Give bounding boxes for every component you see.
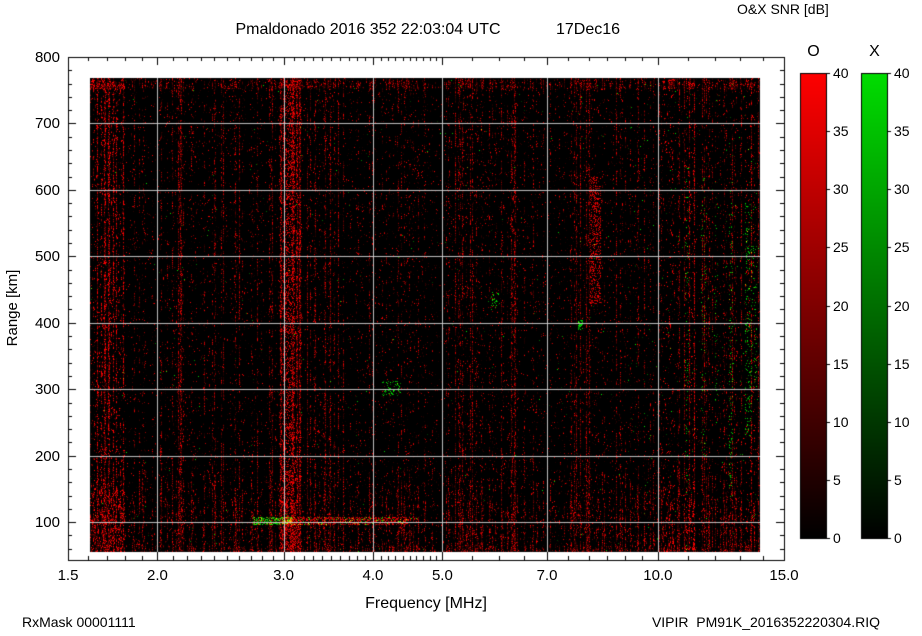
- y-tick-label: 500: [34, 248, 60, 266]
- colorbar-x-tick-label: 25: [894, 239, 910, 256]
- x-tick-label: 1.5: [57, 567, 79, 584]
- x-tick-label: 15.0: [769, 567, 799, 584]
- plot-date: 17Dec16: [556, 21, 621, 38]
- x-tick-label: 10.0: [643, 567, 673, 584]
- file-label: VIPIR PM91K_2016352220304.RIQ: [651, 614, 880, 630]
- colorbar-o-tick-label: 35: [833, 123, 849, 140]
- colorbar-x-tick-label: 30: [894, 181, 910, 198]
- colorbar-x-label: X: [869, 43, 880, 60]
- colorbar-o-tick-label: 30: [833, 181, 849, 198]
- x-tick-label: 4.0: [362, 567, 384, 584]
- x-tick-label: 3.0: [273, 567, 294, 584]
- y-tick-label: 800: [34, 49, 60, 66]
- colorbar-x-tick-label: 0: [894, 530, 902, 546]
- x-tick-label: 2.0: [147, 567, 168, 584]
- colorbar-x-tick-label: 35: [894, 123, 910, 140]
- colorbar-x-tick-label: 15: [894, 355, 910, 372]
- colorbar-o-tick-label: 25: [833, 239, 849, 256]
- y-tick-label: 300: [34, 381, 60, 399]
- colorbar-o-tick-label: 40: [833, 65, 849, 81]
- x-tick-label: 5.0: [431, 567, 453, 584]
- y-tick-label: 200: [34, 447, 60, 465]
- plot-title: Pmaldonado 2016 352 22:03:04 UTC: [235, 21, 501, 38]
- x-tick-label: 7.0: [536, 567, 558, 584]
- colorbar-o-tick-label: 5: [833, 471, 841, 488]
- colorbar-o-tick-label: 15: [833, 355, 849, 372]
- colorbar-o-label: O: [807, 43, 820, 60]
- colorbar-x-tick-label: 40: [894, 65, 910, 81]
- colorbar-o-tick-label: 10: [833, 413, 849, 430]
- colorbar-title: O&X SNR [dB]: [737, 1, 829, 17]
- y-tick-label: 700: [34, 115, 60, 133]
- y-tick-label: 600: [34, 181, 60, 199]
- colorbar-x-tick-label: 10: [894, 413, 910, 430]
- y-tick-label: 400: [34, 314, 60, 332]
- rxmask-label: RxMask 00001111: [22, 614, 136, 630]
- colorbar-x-tick-label: 5: [894, 471, 902, 488]
- colorbar-o-tick-label: 20: [833, 297, 849, 314]
- y-tick-label: 100: [34, 514, 60, 532]
- x-axis-label: Frequency [MHz]: [365, 595, 487, 612]
- colorbar-o-tick-label: 0: [833, 530, 841, 546]
- colorbar-x-tick-label: 20: [894, 297, 910, 314]
